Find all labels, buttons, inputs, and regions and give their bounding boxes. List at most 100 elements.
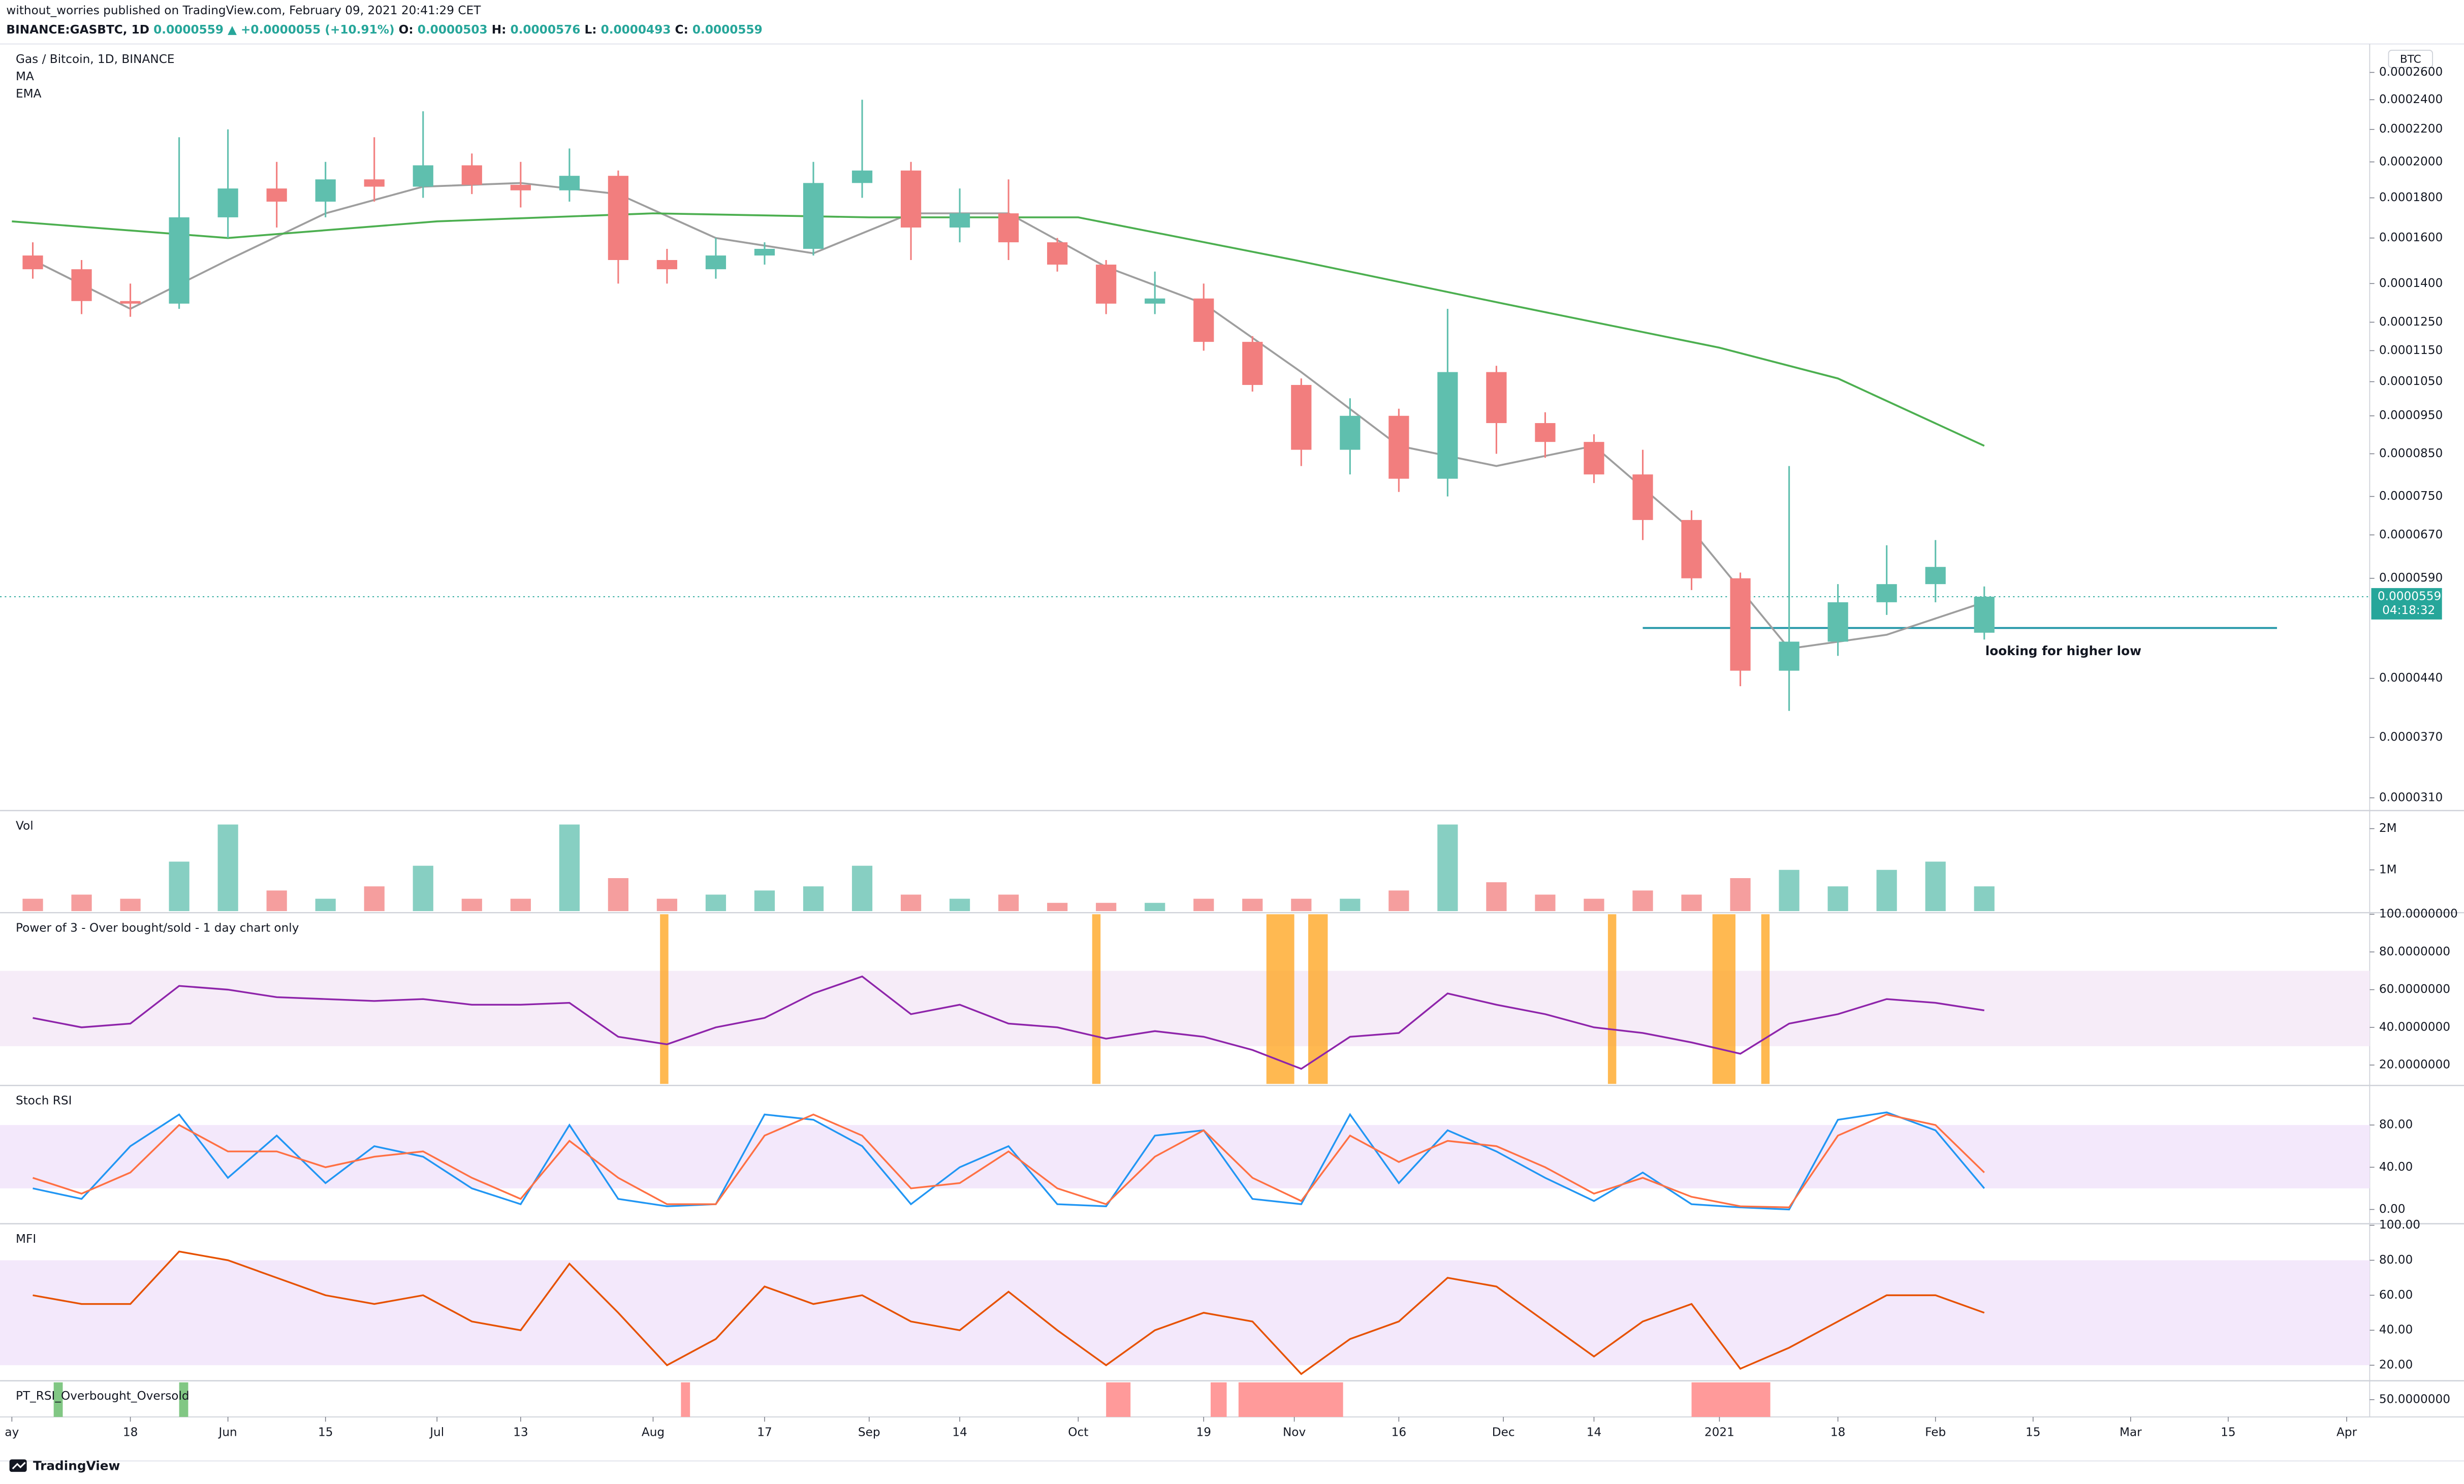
volume-bar <box>1047 902 1068 911</box>
candle-body <box>851 170 873 183</box>
candle-body <box>1681 520 1702 578</box>
candle-body <box>1632 474 1653 520</box>
volume-bar <box>1145 902 1165 911</box>
y-tick-label: 0.0000750 <box>2379 489 2443 503</box>
volume-bar <box>217 824 238 911</box>
y-tick-label: 0.0001050 <box>2379 374 2443 388</box>
volume-bar <box>22 898 43 911</box>
x-tick-label: Oct <box>1068 1425 1088 1439</box>
header-field: H: <box>492 22 507 36</box>
x-tick-label: Feb <box>1925 1425 1946 1439</box>
candle-body <box>413 165 433 187</box>
volume-bar <box>803 886 824 911</box>
signal-bar <box>1210 1382 1227 1417</box>
x-tick-label: Dec <box>1492 1425 1515 1439</box>
x-tick-label: Apr <box>2336 1425 2357 1439</box>
x-tick-label: ay <box>5 1425 19 1439</box>
candle-body <box>1242 342 1263 385</box>
y-tick-label: 0.0000310 <box>2379 790 2443 804</box>
overlay-line <box>12 212 1985 447</box>
x-tick-label: 17 <box>757 1425 772 1439</box>
y-tick-label: 20.0000000 <box>2379 1058 2450 1072</box>
volume-bar <box>315 898 336 911</box>
y-tick-label: 60.0000000 <box>2379 982 2450 996</box>
candle-body <box>315 179 336 202</box>
candle-body <box>510 184 531 190</box>
volume-bar <box>266 890 287 911</box>
y-tick-label: 80.00 <box>2379 1118 2413 1132</box>
panes: 2M 1M Vol 100.0000000 80.0000000 60.0000000 40… <box>0 810 2464 1417</box>
y-tick-label: 80.0000000 <box>2379 945 2450 958</box>
signal-highlight <box>1092 914 1101 1084</box>
candle-body <box>1340 415 1361 450</box>
candle-body <box>120 301 141 304</box>
candle-body <box>608 176 628 260</box>
volume-bar <box>1291 898 1312 911</box>
header-field: 0.0000559 <box>692 22 763 36</box>
candle-body <box>1291 384 1312 450</box>
volume-bar <box>705 894 726 911</box>
signal-bar <box>1106 1382 1131 1417</box>
header-field: 0.0000559 <box>153 22 224 36</box>
y-tick-label: 40.00 <box>2379 1323 2413 1337</box>
header-field: 0.0000503 <box>418 22 488 36</box>
x-tick-label: 2021 <box>1704 1425 1734 1439</box>
legend-ema: EMA <box>16 87 42 101</box>
candle-body <box>1779 641 1799 671</box>
publisher-line: without_worries published on TradingView… <box>6 4 481 17</box>
y-tick-label: 60.00 <box>2379 1288 2413 1302</box>
y-tick-label: 0.00 <box>2379 1202 2406 1216</box>
candle-body <box>949 213 970 228</box>
y-tick-label: 50.0000000 <box>2379 1392 2450 1406</box>
x-tick-label: 19 <box>1196 1425 1211 1439</box>
header-field: C: <box>675 22 688 36</box>
x-tick-label: Nov <box>1283 1425 1306 1439</box>
y-tick-label: 0.0000950 <box>2379 408 2443 422</box>
signal-highlight <box>1607 914 1617 1084</box>
candle-body <box>1876 584 1897 602</box>
x-tick-label: Jun <box>218 1425 237 1439</box>
candle-body <box>705 255 726 270</box>
volume-bar <box>461 898 482 911</box>
candle-body <box>998 213 1019 243</box>
volume-bar <box>1779 869 1799 911</box>
volume-bar <box>1584 898 1604 911</box>
volume-bar <box>851 865 873 911</box>
pane-band <box>0 1125 2370 1188</box>
candle-body <box>754 248 775 256</box>
signal-highlight <box>1712 914 1735 1084</box>
candle-body <box>1388 415 1409 479</box>
x-tick-label: 14 <box>952 1425 967 1439</box>
candle-body <box>1437 372 1458 479</box>
volume-bar <box>120 898 141 911</box>
pane-title: Vol <box>16 819 34 832</box>
volume-bar <box>754 890 775 911</box>
volume-bar <box>169 861 189 911</box>
volume-bar <box>71 894 92 911</box>
y-tick-label: 0.0002000 <box>2379 154 2443 168</box>
volume-bar <box>1974 886 1995 911</box>
y-tick-label: 100.0000000 <box>2379 907 2458 921</box>
y-tick-label: 0.0000440 <box>2379 671 2443 685</box>
y-tick-label: 20.00 <box>2379 1358 2413 1372</box>
y-tick-label: 0.0001400 <box>2379 276 2443 290</box>
price-tag-label: 0.0000559 <box>2378 589 2441 603</box>
currency-badge <box>2388 50 2434 68</box>
indicator-line <box>33 975 1984 1070</box>
header-field: 0.0000493 <box>601 22 671 36</box>
pane-title: Power of 3 - Over bought/sold - 1 day ch… <box>16 921 299 934</box>
y-tick-label: 0.0002200 <box>2379 122 2443 136</box>
header-field: O: <box>399 22 414 36</box>
candle-body <box>1145 298 1165 304</box>
price-tag <box>2371 588 2442 620</box>
candle-body <box>1535 423 1556 442</box>
candle-body <box>1047 242 1068 265</box>
candle-body <box>217 188 238 217</box>
y-tick-label: 0.0000370 <box>2379 730 2443 744</box>
volume-bar <box>1827 886 1848 911</box>
candle-body <box>559 176 580 190</box>
signal-bar <box>179 1382 188 1417</box>
pane-band <box>0 1260 2370 1366</box>
candle-body <box>1730 578 1751 671</box>
